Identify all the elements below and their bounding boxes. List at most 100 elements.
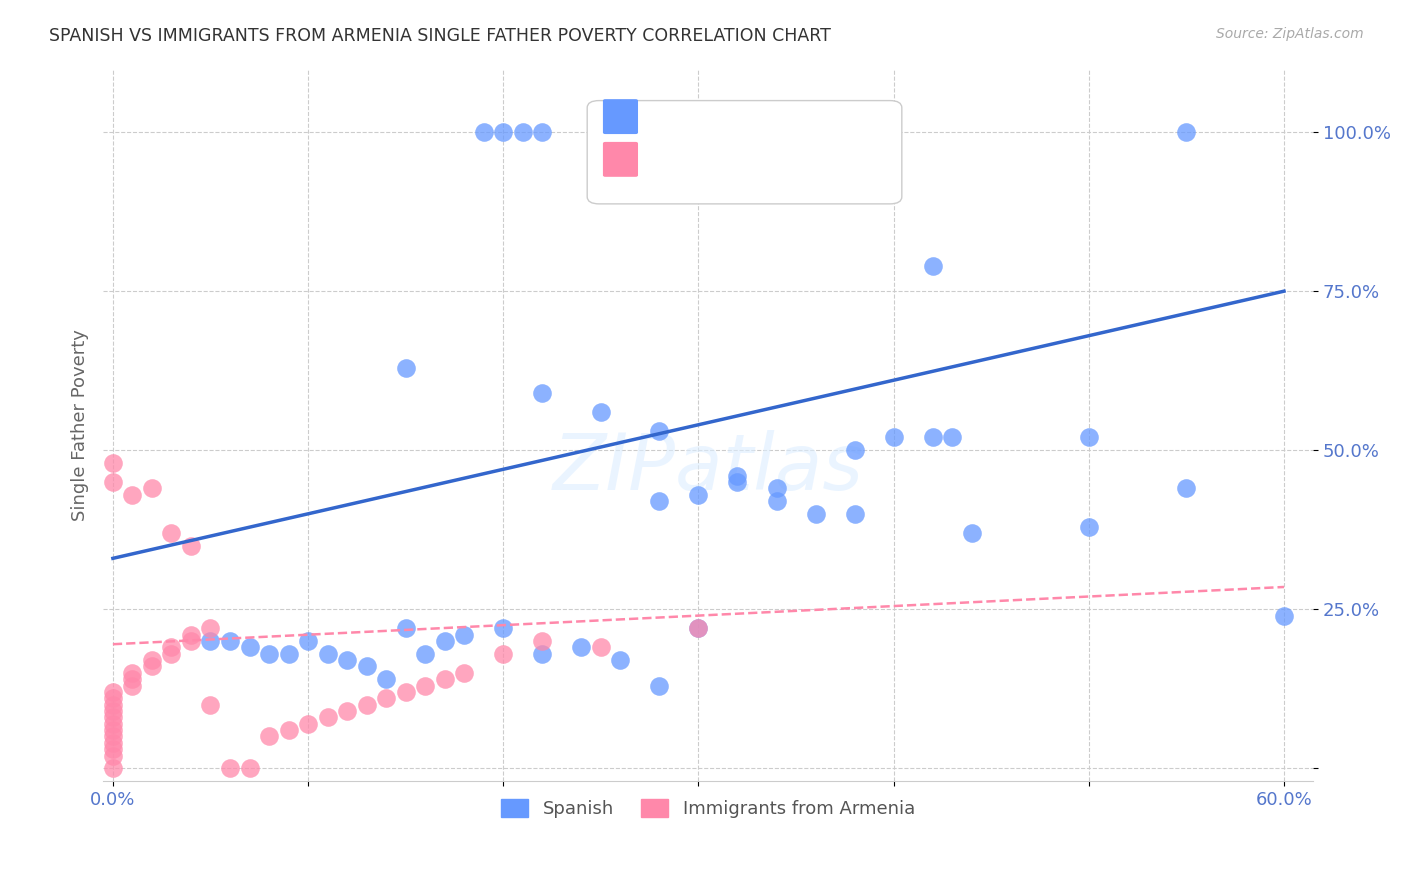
Point xyxy=(141,482,163,496)
Point xyxy=(395,685,418,699)
Point xyxy=(413,647,436,661)
Text: R = 0.354   N = 47: R = 0.354 N = 47 xyxy=(648,108,832,126)
Point xyxy=(413,679,436,693)
Point xyxy=(101,691,124,706)
Point xyxy=(375,691,398,706)
Point xyxy=(472,125,495,139)
Point xyxy=(101,716,124,731)
Point xyxy=(375,672,398,686)
Point xyxy=(101,685,124,699)
Point xyxy=(101,698,124,712)
Point xyxy=(200,634,222,648)
Point xyxy=(160,647,183,661)
Point xyxy=(648,494,671,508)
Point xyxy=(297,716,319,731)
Point xyxy=(589,405,612,419)
Point xyxy=(688,621,710,635)
Point xyxy=(960,525,983,540)
Point xyxy=(492,621,515,635)
FancyBboxPatch shape xyxy=(588,101,901,204)
FancyBboxPatch shape xyxy=(603,99,638,134)
Point xyxy=(277,647,299,661)
Point xyxy=(688,488,710,502)
Point xyxy=(921,259,943,273)
Point xyxy=(648,679,671,693)
Point xyxy=(160,525,183,540)
Point xyxy=(453,628,475,642)
Point xyxy=(1175,125,1198,139)
Point xyxy=(101,475,124,489)
Point xyxy=(453,665,475,680)
Point xyxy=(1175,482,1198,496)
Point xyxy=(1077,519,1099,533)
Text: Source: ZipAtlas.com: Source: ZipAtlas.com xyxy=(1216,27,1364,41)
Point xyxy=(219,761,242,775)
Y-axis label: Single Father Poverty: Single Father Poverty xyxy=(72,329,89,521)
Point xyxy=(238,761,260,775)
Point xyxy=(101,748,124,763)
Point xyxy=(589,640,612,655)
Point xyxy=(395,621,418,635)
Point xyxy=(101,456,124,470)
Point xyxy=(844,443,866,458)
Point xyxy=(727,468,749,483)
Point xyxy=(433,634,456,648)
Point xyxy=(180,634,202,648)
Point xyxy=(121,672,143,686)
Point xyxy=(1077,430,1099,444)
Point xyxy=(1272,608,1295,623)
Point xyxy=(219,634,242,648)
Point xyxy=(433,672,456,686)
Point xyxy=(297,634,319,648)
Point xyxy=(727,475,749,489)
Point xyxy=(512,125,534,139)
Point xyxy=(277,723,299,738)
Point xyxy=(238,640,260,655)
Point xyxy=(121,679,143,693)
Point xyxy=(765,494,787,508)
Point xyxy=(356,659,378,673)
Point xyxy=(180,628,202,642)
Point xyxy=(101,761,124,775)
Text: SPANISH VS IMMIGRANTS FROM ARMENIA SINGLE FATHER POVERTY CORRELATION CHART: SPANISH VS IMMIGRANTS FROM ARMENIA SINGL… xyxy=(49,27,831,45)
Text: ZIPatlas: ZIPatlas xyxy=(553,430,863,506)
Legend: Spanish, Immigrants from Armenia: Spanish, Immigrants from Armenia xyxy=(494,791,922,825)
Point xyxy=(316,647,339,661)
Point xyxy=(200,698,222,712)
Point xyxy=(531,386,554,401)
Point xyxy=(257,730,280,744)
Point xyxy=(531,647,554,661)
Point xyxy=(356,698,378,712)
Point xyxy=(121,488,143,502)
Point xyxy=(844,507,866,521)
Point xyxy=(921,430,943,444)
Point xyxy=(531,125,554,139)
Point xyxy=(492,647,515,661)
Point xyxy=(395,360,418,375)
Point xyxy=(941,430,963,444)
Point xyxy=(257,647,280,661)
Point xyxy=(101,710,124,724)
Text: R = 0.082   N = 46: R = 0.082 N = 46 xyxy=(648,151,832,169)
Point xyxy=(101,742,124,756)
FancyBboxPatch shape xyxy=(603,142,638,177)
Point xyxy=(492,125,515,139)
Point xyxy=(336,704,359,718)
Point xyxy=(160,640,183,655)
Point xyxy=(804,507,827,521)
Point xyxy=(180,539,202,553)
Point xyxy=(121,665,143,680)
Point xyxy=(316,710,339,724)
Point xyxy=(101,730,124,744)
Point xyxy=(200,621,222,635)
Point xyxy=(336,653,359,667)
Point xyxy=(609,653,631,667)
Point xyxy=(101,736,124,750)
Point xyxy=(648,424,671,438)
Point xyxy=(765,482,787,496)
Point xyxy=(688,621,710,635)
Point xyxy=(141,659,163,673)
Point xyxy=(101,723,124,738)
Point xyxy=(531,634,554,648)
Point xyxy=(569,640,592,655)
